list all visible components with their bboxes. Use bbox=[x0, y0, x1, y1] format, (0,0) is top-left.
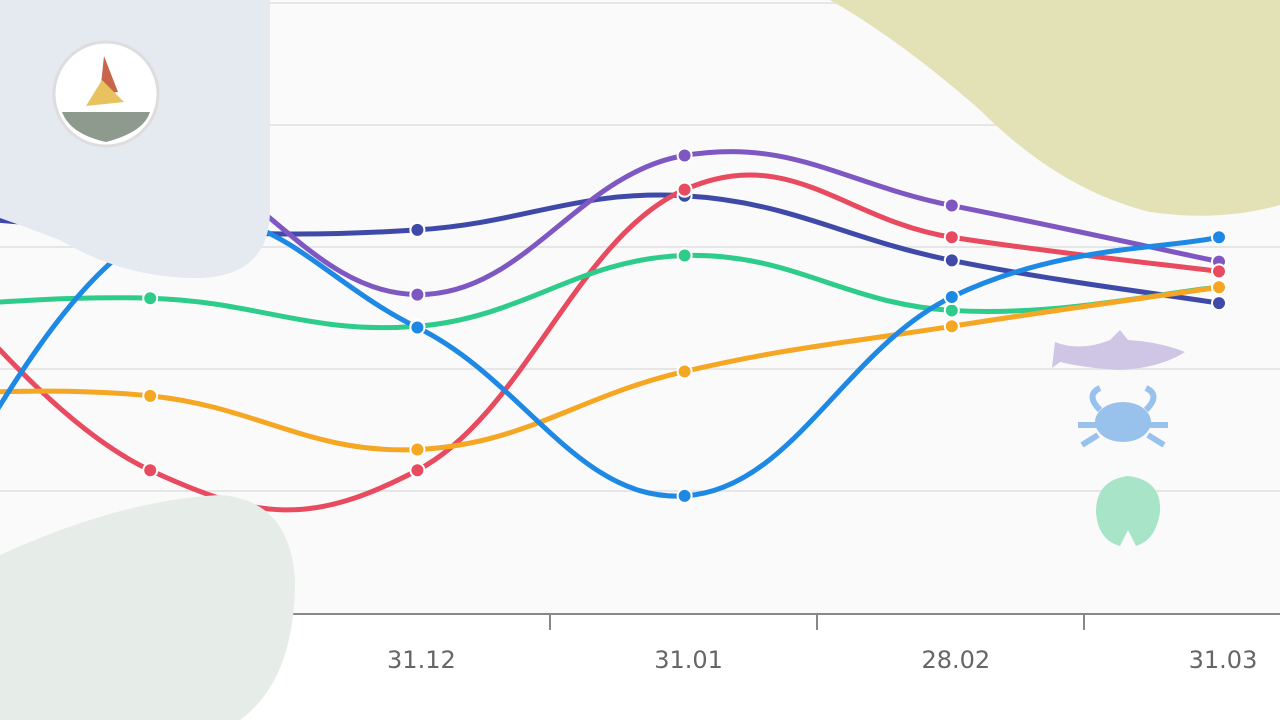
data-point bbox=[943, 302, 960, 319]
crab-icon bbox=[1095, 402, 1151, 442]
salmon-steak-icon bbox=[1096, 476, 1161, 546]
series-lines bbox=[0, 141, 1227, 513]
x-tick-label: 31.12 bbox=[387, 646, 456, 674]
data-point bbox=[676, 247, 693, 264]
data-point bbox=[142, 387, 159, 404]
corner-decoration bbox=[830, 0, 1280, 216]
data-point bbox=[1211, 295, 1227, 312]
x-labels: 31.12 31.01 28.02 31.03 bbox=[387, 646, 1257, 674]
logo-sail bbox=[86, 80, 124, 106]
data-point bbox=[1211, 229, 1227, 246]
data-point bbox=[409, 462, 426, 479]
data-point bbox=[676, 147, 693, 164]
data-point bbox=[676, 181, 693, 198]
data-point bbox=[943, 318, 960, 335]
data-point bbox=[409, 319, 426, 336]
data-point bbox=[409, 286, 426, 303]
data-point bbox=[409, 441, 426, 458]
x-axis-ticks bbox=[289, 614, 1085, 630]
data-point bbox=[676, 487, 693, 504]
icons bbox=[1052, 330, 1185, 546]
data-point bbox=[676, 363, 693, 380]
data-point bbox=[409, 221, 426, 238]
series-line bbox=[0, 253, 1222, 331]
x-tick-label: 31.01 bbox=[654, 646, 723, 674]
data-point bbox=[1211, 279, 1227, 296]
series-line bbox=[0, 284, 1222, 453]
series-line bbox=[0, 172, 1222, 513]
data-point bbox=[142, 462, 159, 479]
data-point bbox=[1211, 263, 1227, 280]
x-tick-label: 31.03 bbox=[1189, 646, 1258, 674]
corner-decoration bbox=[0, 495, 295, 720]
data-point bbox=[142, 290, 159, 307]
logo-sea bbox=[62, 112, 150, 142]
logo bbox=[52, 40, 160, 148]
fish-icon bbox=[1052, 330, 1185, 370]
data-point bbox=[943, 229, 960, 246]
data-point bbox=[943, 252, 960, 269]
data-point bbox=[943, 289, 960, 306]
x-tick-label: 28.02 bbox=[921, 646, 990, 674]
crab-legs bbox=[1078, 385, 1168, 448]
data-point bbox=[943, 197, 960, 214]
